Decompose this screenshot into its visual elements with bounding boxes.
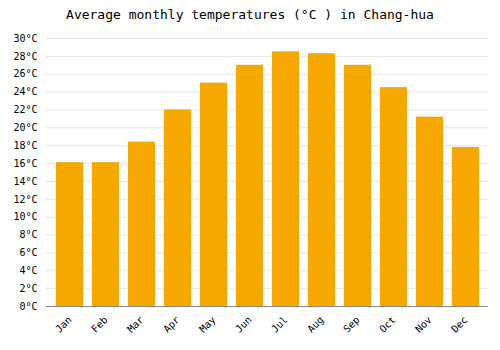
svg-text:14°C: 14°C <box>13 176 37 187</box>
svg-text:May: May <box>197 314 218 335</box>
svg-text:10°C: 10°C <box>13 211 37 222</box>
svg-text:Mar: Mar <box>125 314 146 335</box>
svg-text:20°C: 20°C <box>13 122 37 133</box>
svg-text:Jun: Jun <box>233 314 254 335</box>
svg-text:30°C: 30°C <box>13 33 37 44</box>
svg-text:12°C: 12°C <box>13 194 37 205</box>
svg-text:Oct: Oct <box>377 314 398 335</box>
svg-text:8°C: 8°C <box>19 229 37 240</box>
svg-text:Feb: Feb <box>89 314 110 335</box>
html-text:Average monthly temperatures (: Average monthly temperatures (°C ) in Ch… <box>66 7 434 22</box>
svg-text:Jan: Jan <box>53 314 74 335</box>
svg-text:22°C: 22°C <box>13 104 37 115</box>
svg-text:2°C: 2°C <box>19 283 37 294</box>
svg-text:Jul: Jul <box>269 314 290 335</box>
svg-text:Sep: Sep <box>341 314 362 335</box>
svg-text:0°C: 0°C <box>19 301 37 312</box>
svg-text:Apr: Apr <box>161 314 182 335</box>
svg-text:18°C: 18°C <box>13 140 37 151</box>
svg-text:4°C: 4°C <box>19 265 37 276</box>
svg-text:Aug: Aug <box>305 314 326 335</box>
svg-text:26°C: 26°C <box>13 68 37 79</box>
svg-text:6°C: 6°C <box>19 247 37 258</box>
svg-text:16°C: 16°C <box>13 158 37 169</box>
svg-text:24°C: 24°C <box>13 86 37 97</box>
svg-text:Nov: Nov <box>413 314 434 335</box>
svg-text:28°C: 28°C <box>13 51 37 62</box>
svg-text:Dec: Dec <box>449 314 470 335</box>
